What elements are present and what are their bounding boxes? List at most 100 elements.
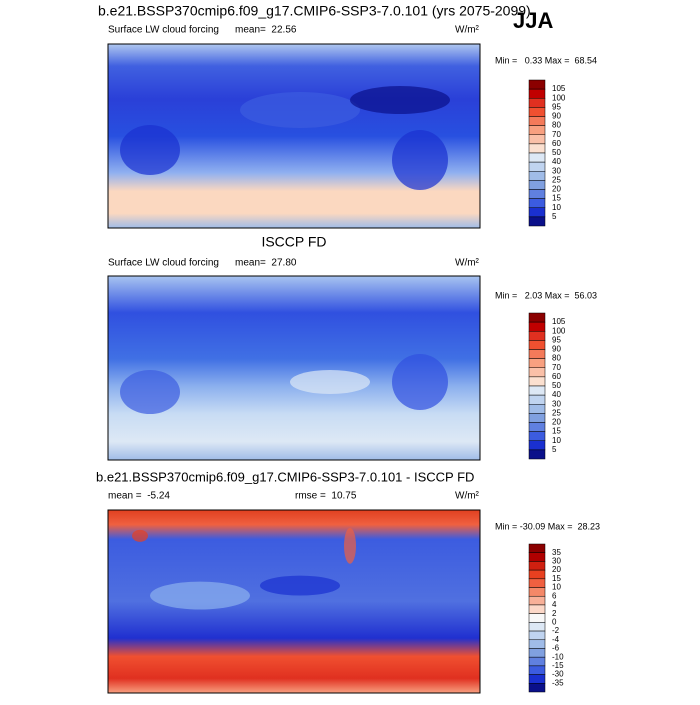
colorbar-label: 90 [552,345,561,354]
map-feature [240,92,360,128]
colorbar-box [528,152,546,163]
colorbar-box [528,189,546,199]
colorbar-box [528,449,546,460]
left-label: mean = -5.24 [108,491,170,502]
colorbar-label: 10 [552,583,561,592]
colorbar-box [528,171,546,181]
map-frame [107,275,481,461]
colorbar-box [528,161,546,172]
colorbar-box [528,613,546,623]
colorbar-label: -4 [552,635,560,644]
map-feature [120,370,180,414]
colorbar-label: -35 [552,678,564,687]
map-feature [132,529,148,542]
map-feature [290,370,370,394]
colorbar-box [528,422,546,432]
colorbar-label: -15 [552,661,564,670]
colorbar-label: 4 [552,600,557,609]
colorbar-label: 20 [552,418,561,427]
colorbar-box [528,440,546,451]
colorbar-label: 70 [552,130,561,139]
colorbar-box [528,340,546,350]
colorbar-box [528,143,546,154]
colorbar-label: 95 [552,335,561,344]
colorbar-box [528,376,546,387]
colorbar-box [528,216,546,227]
colorbar-label: 25 [552,175,561,184]
colorbar-box [528,683,546,693]
colorbar-label: 80 [552,354,561,363]
colorbar-label: 60 [552,139,561,148]
map-feature [392,130,448,190]
colorbar-box [528,648,546,658]
colorbar-box [528,656,546,667]
colorbar-box [528,358,546,368]
colorbar-label: 5 [552,445,557,454]
colorbar-box [528,367,546,378]
map-feature [392,354,448,410]
map-feature [150,581,250,610]
season-label: JJA [513,8,553,33]
map-feature [350,86,450,114]
colorbar-label: 10 [552,203,561,212]
colorbar-label: 40 [552,157,561,166]
colorbar-box [528,595,546,606]
colorbar-box [528,587,546,597]
colorbar-box [528,134,546,145]
panel-title: b.e21.BSSP370cmip6.f09_g17.CMIP6-SSP3-7.… [98,3,531,19]
colorbar-box [528,413,546,423]
colorbar-label: 100 [552,326,566,335]
map [107,43,481,229]
colorbar-label: -30 [552,670,564,679]
colorbar-label: 15 [552,427,561,436]
colorbar-label: 50 [552,148,561,157]
units-label: W/m² [455,491,480,502]
colorbar-box [528,674,546,684]
colorbar-box [528,385,546,396]
colorbar-label: -10 [552,652,564,661]
center-label: rmse = 10.75 [295,491,357,502]
colorbar-label: -6 [552,644,560,653]
colorbar-label: 30 [552,557,561,566]
map-feature [120,125,180,175]
colorbar-box [528,98,546,108]
colorbar-box [528,431,546,441]
colorbar-label: 100 [552,93,566,102]
stats-label: Min = 0.33 Max = 68.54 [495,55,597,65]
colorbar-box [528,622,546,632]
colorbar-label: 95 [552,102,561,111]
colorbar-box [528,665,546,675]
colorbar-box [528,543,546,553]
left-label: Surface LW cloud forcing [108,25,219,36]
colorbar-box [528,331,546,341]
stats-label: Min = -30.09 Max = 28.23 [495,521,600,531]
units-label: W/m² [455,258,480,269]
colorbar-box [528,207,546,218]
colorbar-label: 20 [552,565,561,574]
colorbar-box [528,349,546,359]
colorbar-box [528,604,546,614]
colorbar-label: 40 [552,390,561,399]
colorbar-label: 5 [552,212,557,221]
colorbar-box [528,198,546,208]
colorbar-box [528,312,546,323]
map-feature [260,575,340,596]
colorbar-box [528,180,546,190]
map [107,509,481,694]
colorbar-label: 35 [552,548,561,557]
panel-title: ISCCP FD [261,234,326,250]
map-frame [107,43,481,229]
colorbar-label: 25 [552,408,561,417]
stats-label: Min = 2.03 Max = 56.03 [495,290,597,300]
colorbar-label: 90 [552,112,561,121]
colorbar-box [528,578,546,588]
colorbar-box [528,107,546,117]
colorbar-label: 30 [552,166,561,175]
colorbar-box [528,552,546,562]
center-label: mean= 27.80 [235,258,297,269]
left-label: Surface LW cloud forcing [108,258,219,269]
colorbar-label: 105 [552,317,566,326]
colorbar-box [528,569,546,580]
colorbar-box [528,394,546,405]
